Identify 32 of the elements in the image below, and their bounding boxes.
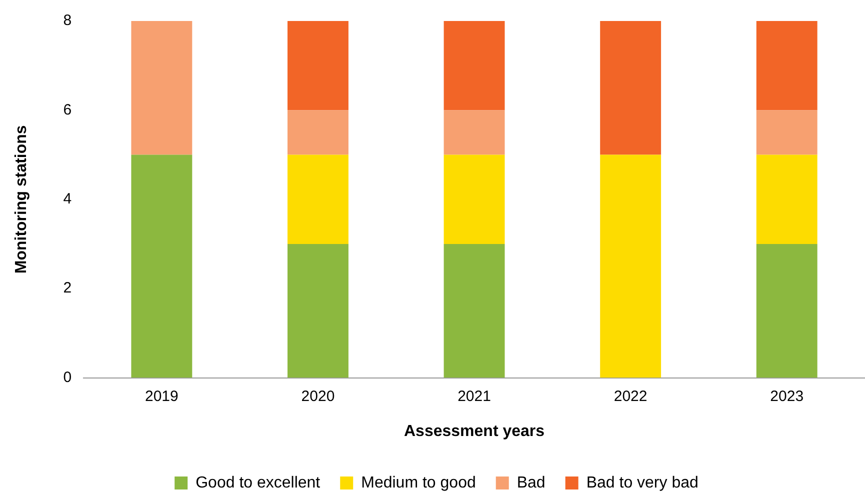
bar bbox=[756, 21, 818, 110]
legend-label: Good to excellent bbox=[196, 474, 321, 492]
bar bbox=[756, 244, 818, 378]
bar bbox=[131, 154, 192, 378]
y-tick-label: 8 bbox=[63, 12, 72, 30]
y-axis-title: Monitoring stations bbox=[13, 125, 30, 274]
bar bbox=[756, 110, 818, 155]
bar bbox=[288, 110, 348, 155]
y-tick-label: 6 bbox=[63, 101, 72, 118]
legend-label: Medium to good bbox=[361, 474, 476, 492]
bar bbox=[288, 21, 348, 110]
bar bbox=[131, 21, 192, 155]
bar bbox=[288, 244, 348, 378]
legend-label: Bad bbox=[516, 474, 546, 492]
x-tick-label: 2023 bbox=[770, 388, 804, 405]
legend-label: Bad to very bad bbox=[586, 474, 698, 492]
x-tick-label: 2021 bbox=[458, 388, 491, 405]
bar bbox=[600, 21, 662, 155]
bar bbox=[444, 110, 505, 155]
y-tick-label: 2 bbox=[63, 280, 72, 297]
x-tick-label: 2019 bbox=[145, 388, 178, 405]
bar bbox=[444, 244, 505, 378]
x-tick-label: 2022 bbox=[614, 388, 648, 405]
bar bbox=[444, 154, 505, 244]
y-tick-label: 4 bbox=[63, 190, 72, 208]
x-axis-title: Assessment years bbox=[404, 422, 545, 440]
bar bbox=[444, 21, 505, 110]
bar bbox=[756, 154, 818, 244]
y-tick-label: 0 bbox=[63, 368, 72, 386]
x-tick-label: 2020 bbox=[301, 388, 335, 405]
bar bbox=[288, 154, 348, 244]
bar bbox=[600, 154, 662, 378]
